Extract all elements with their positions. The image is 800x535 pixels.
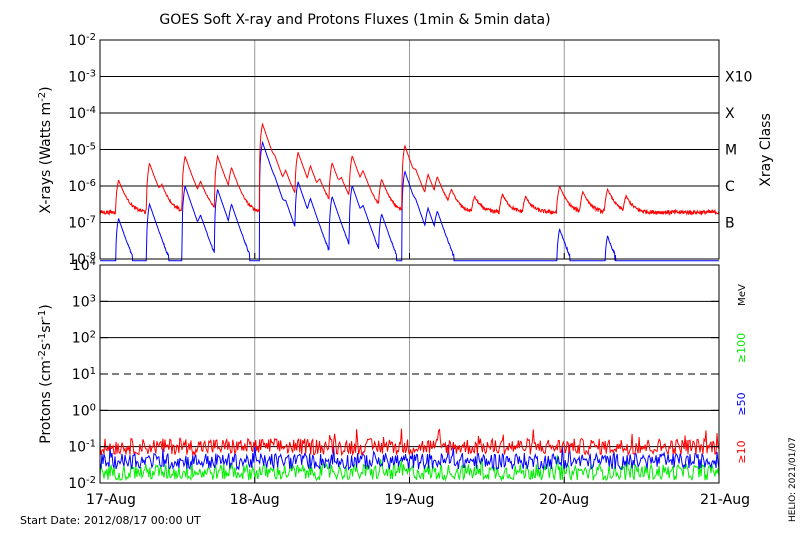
- xray-tick-label: 10-3: [68, 68, 96, 86]
- xray-class-label: X: [725, 106, 735, 122]
- x-tick-label: 19-Aug: [385, 492, 435, 508]
- energy-legend-label: ≥10: [735, 440, 748, 463]
- energy-legend-label: ≥100: [735, 333, 748, 363]
- xray-tick-label: 10-7: [68, 214, 96, 232]
- proton-series-0: [99, 455, 720, 482]
- energy-legend-label: ≥50: [735, 392, 748, 415]
- xray-ylabel: X-rays (Watts m-2): [37, 86, 55, 213]
- x-tick-label: 20-Aug: [539, 492, 589, 508]
- xray-class-label: B: [725, 216, 735, 232]
- proton-tick-label: 104: [72, 257, 96, 275]
- proton-tick-label: 10-2: [68, 475, 96, 493]
- x-tick-label: 18-Aug: [230, 492, 280, 508]
- proton-tick-label: 102: [72, 329, 96, 347]
- xray-class-label: M: [725, 143, 737, 159]
- proton-tick-label: 100: [72, 402, 96, 420]
- xray-short-series: [100, 140, 719, 262]
- xray-tick-label: 10-8: [68, 251, 96, 269]
- xray-class-label: X10: [725, 70, 752, 86]
- unit-label: MeV: [737, 284, 748, 306]
- xray-class-axis-title: Xray Class: [758, 113, 774, 187]
- proton-tick-label: 101: [72, 366, 96, 384]
- xray-tick-label: 10-2: [68, 32, 96, 50]
- proton-series-2: [99, 428, 720, 457]
- xray-class-label: C: [725, 179, 735, 195]
- proton-tick-label: 103: [72, 293, 96, 311]
- credit-label: HELIO: 2021/01/07: [788, 437, 798, 522]
- x-tick-label: 17-Aug: [86, 492, 136, 508]
- chart-title: GOES Soft X-ray and Protons Fluxes (1min…: [159, 12, 550, 28]
- xray-long-series: [99, 122, 720, 216]
- xray-tick-label: 10-6: [68, 178, 96, 196]
- xray-tick-label: 10-4: [68, 105, 96, 123]
- proton-ylabel: Protons (cm-2s-1sr-1): [37, 304, 55, 443]
- proton-series-1: [99, 442, 720, 471]
- start-date-label: Start Date: 2012/08/17 00:00 UT: [20, 514, 201, 527]
- x-tick-label: 21-Aug: [700, 492, 750, 508]
- xray-tick-label: 10-5: [68, 141, 96, 159]
- proton-tick-label: 10-1: [68, 438, 96, 456]
